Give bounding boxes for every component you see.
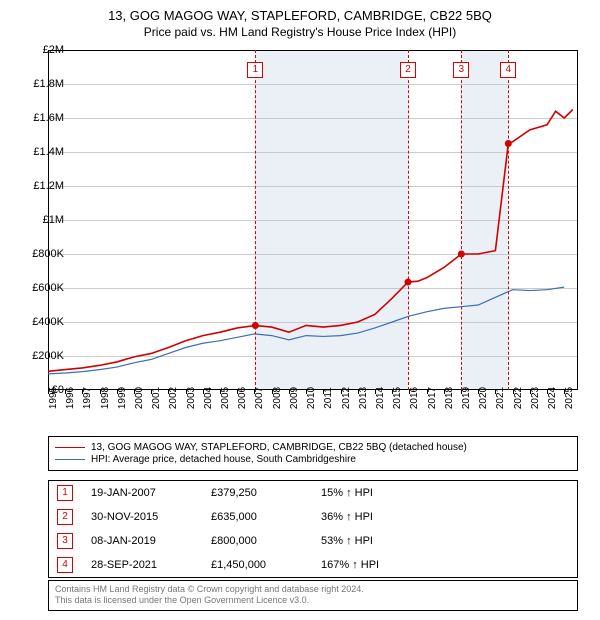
- x-tick-label: 2001: [151, 387, 162, 409]
- footer-line-1: Contains HM Land Registry data © Crown c…: [55, 584, 571, 595]
- x-tick-label: 2003: [186, 387, 197, 409]
- footer-line-2: This data is licensed under the Open Gov…: [55, 595, 571, 606]
- sale-marker-box: 2: [400, 62, 416, 78]
- sale-price: £1,450,000: [211, 559, 321, 571]
- x-tick-label: 2020: [478, 387, 489, 409]
- legend-label: HPI: Average price, detached house, Sout…: [91, 454, 356, 465]
- sale-marker-box: 3: [453, 62, 469, 78]
- sale-pct-vs-hpi: 15% ↑ HPI: [321, 487, 401, 499]
- x-tick-label: 2021: [495, 387, 506, 409]
- legend-row: 13, GOG MAGOG WAY, STAPLEFORD, CAMBRIDGE…: [55, 442, 571, 453]
- sale-marker-box: 4: [500, 62, 516, 78]
- x-tick-label: 2006: [237, 387, 248, 409]
- legend-row: HPI: Average price, detached house, Sout…: [55, 454, 571, 465]
- sale-index-box: 4: [57, 557, 73, 573]
- sales-table: 1 19-JAN-2007£379,25015% ↑ HPI 2 30-NOV-201…: [48, 480, 578, 578]
- table-row: 3 08-JAN-2019£800,00053% ↑ HPI: [49, 529, 577, 553]
- x-tick-label: 2013: [358, 387, 369, 409]
- x-tick-label: 2005: [220, 387, 231, 409]
- sale-index-box: 2: [57, 509, 73, 525]
- series-hpi: [48, 287, 564, 374]
- table-row: 2 30-NOV-2015£635,00036% ↑ HPI: [49, 505, 577, 529]
- x-tick-label: 1998: [100, 387, 111, 409]
- x-tick-label: 2023: [530, 387, 541, 409]
- footer: Contains HM Land Registry data © Crown c…: [48, 580, 578, 611]
- sale-index-box: 3: [57, 533, 73, 549]
- sale-pct-vs-hpi: 53% ↑ HPI: [321, 535, 401, 547]
- x-tick-label: 2009: [289, 387, 300, 409]
- table-row: 1 19-JAN-2007£379,25015% ↑ HPI: [49, 481, 577, 505]
- sale-date: 08-JAN-2019: [91, 535, 211, 547]
- sale-pct-vs-hpi: 167% ↑ HPI: [321, 559, 401, 571]
- x-tick-label: 1996: [65, 387, 76, 409]
- sale-marker-box: 1: [247, 62, 263, 78]
- sale-date: 19-JAN-2007: [91, 487, 211, 499]
- x-tick-label: 1999: [117, 387, 128, 409]
- x-tick-label: 2024: [547, 387, 558, 409]
- x-tick-label: 1995: [48, 387, 59, 409]
- x-tick-label: 2010: [306, 387, 317, 409]
- x-tick-label: 2007: [254, 387, 265, 409]
- sale-price: £635,000: [211, 511, 321, 523]
- x-tick-label: 2004: [203, 387, 214, 409]
- legend: 13, GOG MAGOG WAY, STAPLEFORD, CAMBRIDGE…: [48, 436, 578, 471]
- sale-index-box: 1: [57, 485, 73, 501]
- x-tick-label: 2012: [341, 387, 352, 409]
- sale-marker-line: [508, 50, 509, 390]
- x-tick-label: 2015: [392, 387, 403, 409]
- legend-swatch: [55, 459, 85, 460]
- sale-pct-vs-hpi: 36% ↑ HPI: [321, 511, 401, 523]
- sale-price: £800,000: [211, 535, 321, 547]
- sale-marker-line: [255, 50, 256, 390]
- x-tick-label: 2008: [272, 387, 283, 409]
- sale-marker-line: [408, 50, 409, 390]
- legend-swatch: [55, 447, 85, 448]
- sale-price: £379,250: [211, 487, 321, 499]
- x-tick-label: 2014: [375, 387, 386, 409]
- legend-label: 13, GOG MAGOG WAY, STAPLEFORD, CAMBRIDGE…: [91, 442, 467, 453]
- x-tick-label: 2011: [323, 387, 334, 409]
- x-tick-label: 2025: [564, 387, 575, 409]
- x-tick-label: 2017: [427, 387, 438, 409]
- sale-date: 30-NOV-2015: [91, 511, 211, 523]
- x-tick-label: 2022: [513, 387, 524, 409]
- x-tick-label: 2018: [444, 387, 455, 409]
- series-property: [48, 110, 573, 372]
- x-tick-label: 1997: [82, 387, 93, 409]
- table-row: 4 28-SEP-2021£1,450,000167% ↑ HPI: [49, 553, 577, 577]
- sale-marker-line: [461, 50, 462, 390]
- x-tick-label: 2002: [168, 387, 179, 409]
- x-tick-label: 2019: [461, 387, 472, 409]
- x-tick-label: 2016: [409, 387, 420, 409]
- sale-date: 28-SEP-2021: [91, 559, 211, 571]
- x-tick-label: 2000: [134, 387, 145, 409]
